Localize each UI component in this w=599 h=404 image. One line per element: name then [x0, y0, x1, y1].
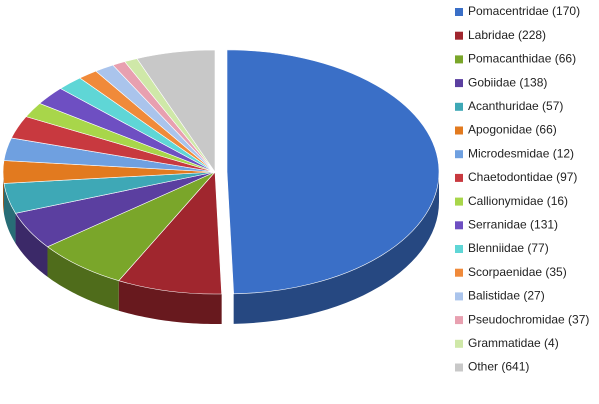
slice-side — [233, 171, 439, 324]
legend-swatch — [455, 221, 463, 230]
legend-label: Acanthuridae (57) — [468, 99, 563, 113]
legend-swatch — [455, 173, 463, 182]
legend-swatch — [455, 245, 463, 253]
legend-swatch — [455, 31, 463, 40]
legend-swatch — [455, 150, 463, 159]
legend-label: Scorpaenidae (35) — [468, 265, 567, 279]
slice-side — [47, 246, 119, 311]
legend-swatch — [455, 126, 463, 135]
slice-side — [3, 183, 16, 244]
legend-swatch — [455, 339, 463, 348]
legend-label: Other (641) — [468, 360, 529, 374]
legend-label: Chaetodontidae (97) — [468, 170, 577, 184]
slice — [226, 49, 440, 295]
legend-label: Callionymidae (16) — [468, 194, 568, 208]
legend-label: Microdesmidae (12) — [468, 146, 574, 160]
legend-label: Blenniidae (77) — [468, 241, 549, 255]
legend-swatch — [455, 8, 463, 16]
legend-label: Balistidae (27) — [468, 289, 545, 303]
legend-swatch — [455, 316, 463, 325]
legend-swatch — [455, 55, 463, 64]
legend-label: Labridae (228) — [468, 28, 546, 42]
slice — [118, 171, 222, 295]
legend-label: Grammatidae (4) — [468, 336, 559, 350]
legend-label: Pseudochromidae (37) — [468, 312, 589, 326]
legend-label: Serranidae (131) — [468, 217, 558, 231]
slice-side — [118, 280, 222, 324]
legend-label: Pomacentridae (170) — [468, 4, 580, 18]
legend-label: Pomacanthidae (66) — [468, 52, 576, 66]
legend-swatch — [455, 292, 463, 301]
legend-swatch — [455, 79, 463, 88]
slice-side — [15, 213, 48, 277]
legend-swatch — [455, 268, 463, 277]
legend-swatch — [455, 363, 463, 372]
slice — [136, 49, 216, 173]
legend-swatch — [455, 197, 463, 206]
legend-label: Gobiidae (138) — [468, 75, 547, 89]
legend-swatch — [455, 102, 463, 111]
legend-label: Apogonidae (66) — [468, 123, 557, 137]
